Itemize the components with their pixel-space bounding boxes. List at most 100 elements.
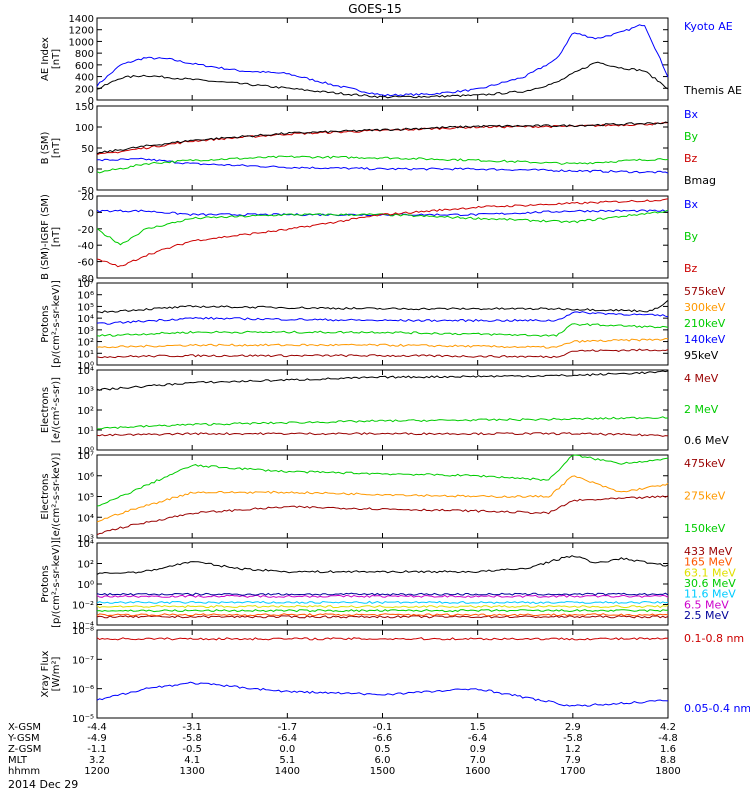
axis-row-value: 1500 xyxy=(370,766,395,777)
legend-entry: 2 MeV xyxy=(684,403,719,416)
axis-row-label: X-GSM xyxy=(8,722,41,733)
series-line xyxy=(97,157,669,174)
y-tick-label: 10³ xyxy=(77,326,94,337)
legend-entry: Bz xyxy=(684,152,698,165)
axis-row-value: -0.1 xyxy=(373,722,393,733)
axis-row-value: 3.2 xyxy=(89,755,105,766)
panel-frame xyxy=(96,542,669,626)
series-line xyxy=(96,495,669,536)
panel-frame xyxy=(96,195,669,279)
legend-entry: 165 MeV xyxy=(684,556,733,569)
axis-row-value: -4.4 xyxy=(87,722,107,733)
legend-entry: 4 MeV xyxy=(684,372,719,385)
y-tick-label: -40 xyxy=(78,241,94,252)
axis-row-value: 1.6 xyxy=(660,744,676,755)
legend-entry: Bz xyxy=(684,262,698,275)
series-line xyxy=(96,209,669,217)
series-line xyxy=(96,475,669,523)
y-tick-label: -50 xyxy=(78,186,94,197)
axis-row-value: 5.1 xyxy=(279,755,295,766)
series-line xyxy=(96,24,669,97)
axis-row-label: Z-GSM xyxy=(8,744,41,755)
axis-row-value: 6.0 xyxy=(375,755,391,766)
y-tick-label: 1400 xyxy=(69,14,94,25)
axis-row-value: 0.0 xyxy=(279,744,295,755)
y-tick-label: 10⁰ xyxy=(77,361,94,372)
legend-entry: By xyxy=(684,230,699,243)
y-axis-label: Protons xyxy=(40,305,51,342)
axis-row-value: -0.5 xyxy=(182,744,202,755)
legend-entry: 0.6 MeV xyxy=(684,434,729,447)
y-axis-label: [p/(cm²-s-sr-keV)] xyxy=(51,540,62,628)
series-line xyxy=(96,594,669,598)
y-tick-label: 10⁰ xyxy=(77,580,94,591)
series-line xyxy=(96,454,669,507)
axis-row-value: -5.8 xyxy=(182,733,202,744)
y-axis-label: AE Index xyxy=(40,37,51,81)
y-tick-label: 10² xyxy=(77,560,94,571)
y-tick-label: 10⁻⁷ xyxy=(72,655,94,666)
series-line xyxy=(96,432,669,437)
y-tick-label: 10⁷ xyxy=(77,279,94,290)
y-tick-label: 200 xyxy=(75,84,94,95)
axis-row-value: 2.9 xyxy=(565,722,581,733)
axis-row-value: 1.5 xyxy=(470,722,486,733)
series-line xyxy=(96,122,669,156)
y-axis-label: B (SM) xyxy=(40,131,51,164)
axis-row-value: 8.8 xyxy=(660,755,676,766)
chart-title: GOES-15 xyxy=(348,2,402,16)
y-axis-label: [e/(cm²-s-sr-keV)] xyxy=(51,453,62,541)
axis-row-value: 0.5 xyxy=(375,744,391,755)
axis-row-value: 4.1 xyxy=(184,755,200,766)
series-line xyxy=(96,613,669,617)
axis-row-value: -5.8 xyxy=(563,733,583,744)
series-line xyxy=(96,370,669,391)
legend-entry: By xyxy=(684,130,699,143)
y-tick-label: 800 xyxy=(75,49,94,60)
y-tick-label: 10² xyxy=(77,338,94,349)
axis-row-label: Y-GSM xyxy=(7,733,40,744)
y-axis-label: Protons xyxy=(40,565,51,602)
axis-row-value: -4.8 xyxy=(658,733,678,744)
axis-row-value: 1400 xyxy=(275,766,300,777)
series-line xyxy=(96,209,669,246)
panel-frame xyxy=(96,105,669,191)
axis-row-value: -6.6 xyxy=(373,733,393,744)
series-line xyxy=(96,555,669,575)
legend-entry: 150keV xyxy=(684,522,726,535)
y-tick-label: 10⁻⁶ xyxy=(72,685,94,696)
panel-frame xyxy=(96,282,669,366)
y-axis-label: B (SM)-IGRF (SM) xyxy=(40,194,51,280)
y-tick-label: 1200 xyxy=(69,26,94,37)
panel-frame xyxy=(96,629,669,719)
y-tick-label: 10⁴ xyxy=(77,513,94,524)
y-tick-label: 10¹ xyxy=(77,349,94,360)
y-tick-label: 10⁴ xyxy=(77,539,94,550)
axis-row-value: -1.1 xyxy=(87,744,107,755)
axis-row-value: 1300 xyxy=(179,766,204,777)
y-tick-label: 10³ xyxy=(77,386,94,397)
axis-row-value: 1200 xyxy=(84,766,109,777)
panel-7: 10⁴ 10² 10⁰ 10⁻² 10⁻⁴ Protons [p/(cm²-s-sr-keV… xyxy=(40,539,736,632)
y-axis-label: Electrons xyxy=(40,387,51,433)
legend-entry: Bx xyxy=(684,108,699,121)
y-axis-label: [nT] xyxy=(51,227,62,247)
y-axis-label: [nT] xyxy=(51,49,62,69)
legend-entry: 0.05-0.4 nm xyxy=(684,702,750,715)
series-line xyxy=(96,311,669,325)
series-line xyxy=(96,299,669,314)
y-tick-label: 150 xyxy=(75,102,94,113)
legend-entry: 0.1-0.8 nm xyxy=(684,632,744,645)
legend-entry: 140keV xyxy=(684,333,726,346)
legend-entry: 433 MeV xyxy=(684,545,733,558)
legend-entry: 11.6 MeV xyxy=(684,588,736,601)
axis-row-label: MLT xyxy=(8,755,28,766)
y-tick-label: 10⁵ xyxy=(77,302,94,313)
panel-frame xyxy=(96,369,669,451)
y-tick-label: 10⁴ xyxy=(77,314,94,325)
axis-row-value: -4.9 xyxy=(87,733,107,744)
series-line xyxy=(96,604,669,609)
y-tick-label: 0 xyxy=(88,165,94,176)
